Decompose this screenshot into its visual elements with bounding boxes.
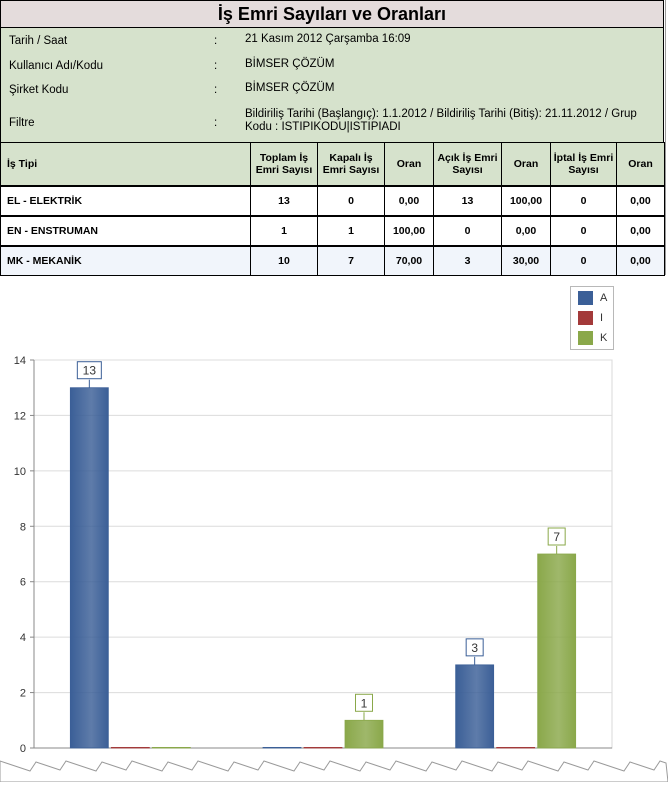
bar bbox=[455, 664, 495, 749]
table-cell: 0,00 bbox=[616, 185, 665, 217]
table-cell: MK - MEKANİK bbox=[0, 245, 251, 276]
data-label: 13 bbox=[83, 364, 97, 378]
chart-legend: A I K bbox=[570, 286, 614, 350]
y-tick-label: 0 bbox=[20, 743, 26, 755]
torn-edge bbox=[0, 760, 668, 783]
report-title: İş Emri Sayıları ve Oranları bbox=[0, 0, 664, 28]
column-header: İptal İş Emri Sayısı bbox=[550, 142, 617, 187]
info-label: Kullanıcı Adı/Kodu bbox=[9, 60, 103, 72]
data-label: 7 bbox=[553, 530, 560, 544]
table-cell: 0,00 bbox=[384, 185, 434, 217]
info-value: BİMSER ÇÖZÜM bbox=[245, 82, 335, 94]
table-cell: 3 bbox=[433, 245, 502, 276]
column-header: Toplam İş Emri Sayısı bbox=[250, 142, 318, 187]
column-header: Açık İş Emri Sayısı bbox=[433, 142, 502, 187]
table-cell: EL - ELEKTRİK bbox=[0, 185, 251, 217]
table-row: EL - ELEKTRİK 13 0 0,00 13 100,00 0 0,00 bbox=[0, 185, 665, 217]
column-header: Kapalı İş Emri Sayısı bbox=[317, 142, 385, 187]
data-label-box bbox=[355, 693, 373, 712]
bar bbox=[262, 746, 302, 749]
column-header: Oran bbox=[501, 142, 551, 187]
column-header: Oran bbox=[384, 142, 434, 187]
info-separator: : bbox=[214, 60, 218, 72]
info-value: BİMSER ÇÖZÜM bbox=[245, 58, 335, 70]
table-cell: 13 bbox=[250, 185, 318, 217]
table-cell: 100,00 bbox=[501, 185, 551, 217]
data-label: 3 bbox=[471, 641, 478, 655]
data-label-box bbox=[465, 638, 484, 657]
legend-swatch bbox=[578, 311, 593, 325]
legend-label: I bbox=[600, 312, 604, 324]
table-cell: 13 bbox=[433, 185, 502, 217]
legend-item: I bbox=[578, 311, 612, 325]
column-header: İş Tipi bbox=[0, 142, 251, 187]
table-cell: 10 bbox=[250, 245, 318, 276]
legend-swatch bbox=[578, 331, 593, 345]
table-cell: 0 bbox=[317, 185, 385, 217]
info-label: Şirket Kodu bbox=[9, 84, 69, 96]
legend-item: A bbox=[578, 291, 612, 305]
plot-area bbox=[33, 359, 613, 749]
table-header-row: İş Tipi Toplam İş Emri Sayısı Kapalı İş … bbox=[0, 142, 665, 187]
table-cell: 0,00 bbox=[501, 215, 551, 247]
info-label: Tarih / Saat bbox=[9, 35, 68, 47]
bar bbox=[344, 719, 384, 749]
bar bbox=[151, 746, 191, 749]
bar bbox=[537, 553, 577, 749]
legend-swatch bbox=[578, 291, 593, 305]
table-cell: 1 bbox=[250, 215, 318, 247]
y-tick-label: 14 bbox=[14, 355, 26, 367]
info-value: 21 Kasım 2012 Çarşamba 16:09 bbox=[245, 33, 411, 45]
bar-chart: 0 2 4 6 8 10 12 14 13 1 3 7 bbox=[0, 280, 668, 783]
column-header: Oran bbox=[616, 142, 665, 187]
bar bbox=[110, 746, 150, 749]
table-cell: 0,00 bbox=[616, 245, 665, 276]
table-cell: 0 bbox=[550, 245, 617, 276]
table-cell: EN - ENSTRUMAN bbox=[0, 215, 251, 247]
y-tick-label: 8 bbox=[20, 521, 26, 533]
report-info-panel: Tarih / Saat : 21 Kasım 2012 Çarşamba 16… bbox=[0, 28, 664, 142]
table-cell: 70,00 bbox=[384, 245, 434, 276]
table-cell: 7 bbox=[317, 245, 385, 276]
table-cell: 0,00 bbox=[616, 215, 665, 247]
legend-label: K bbox=[600, 332, 608, 344]
bar bbox=[303, 746, 343, 749]
y-tick-label: 6 bbox=[20, 577, 26, 589]
data-label: 1 bbox=[361, 696, 368, 710]
data-label-box bbox=[76, 361, 102, 380]
work-order-table: İş Tipi Toplam İş Emri Sayısı Kapalı İş … bbox=[0, 142, 665, 276]
y-tick-label: 12 bbox=[14, 410, 26, 422]
table-cell: 30,00 bbox=[501, 245, 551, 276]
bar bbox=[69, 387, 109, 749]
info-label: Filtre bbox=[9, 117, 35, 129]
y-tick-label: 4 bbox=[20, 632, 26, 644]
table-cell: 0 bbox=[433, 215, 502, 247]
bar bbox=[496, 746, 536, 749]
info-separator: : bbox=[214, 117, 218, 129]
table-row: EN - ENSTRUMAN 1 1 100,00 0 0,00 0 0,00 bbox=[0, 215, 665, 247]
table-cell: 0 bbox=[550, 215, 617, 247]
y-tick-label: 10 bbox=[14, 466, 26, 478]
table-cell: 1 bbox=[317, 215, 385, 247]
y-tick-label: 2 bbox=[20, 688, 26, 700]
table-cell: 0 bbox=[550, 185, 617, 217]
info-value: Bildiriliş Tarihi (Başlangıç): 1.1.2012 … bbox=[245, 108, 637, 133]
table-row: MK - MEKANİK 10 7 70,00 3 30,00 0 0,00 bbox=[0, 245, 665, 276]
legend-item: K bbox=[578, 331, 612, 345]
info-separator: : bbox=[214, 35, 218, 47]
table-cell: 100,00 bbox=[384, 215, 434, 247]
info-separator: : bbox=[214, 84, 218, 96]
data-label-box bbox=[547, 527, 566, 546]
legend-label: A bbox=[600, 292, 608, 304]
